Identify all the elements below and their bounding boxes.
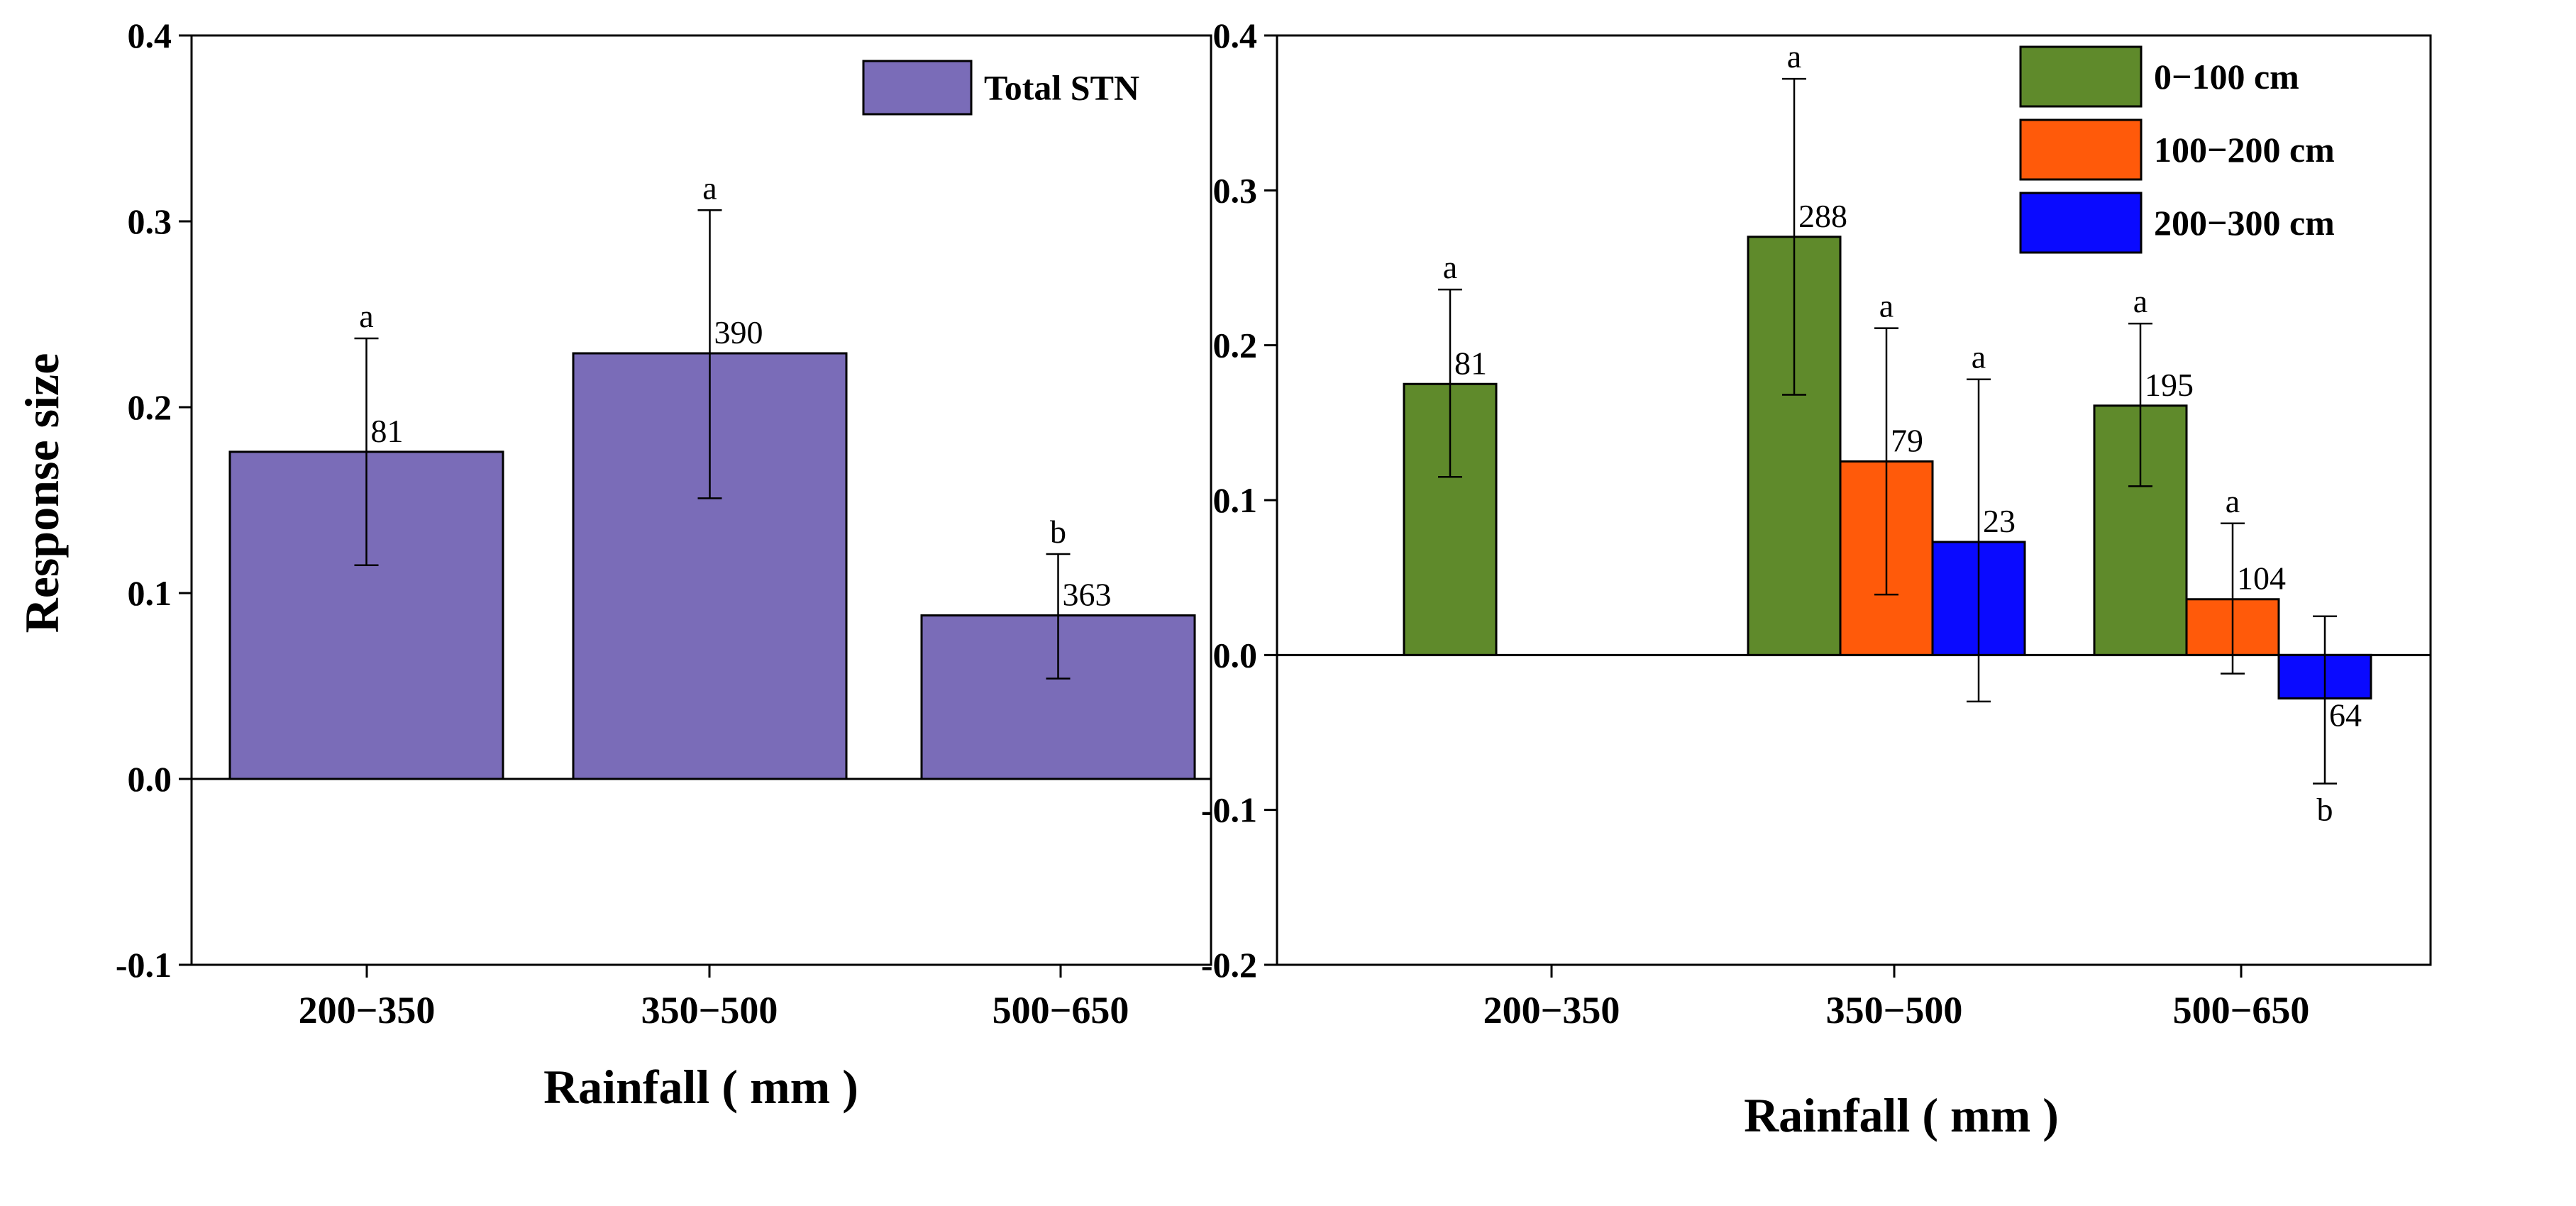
left-legend-label: Total STN: [984, 68, 1139, 108]
left-legend-swatch: [862, 60, 973, 116]
left-bar: [228, 450, 504, 780]
left-y-tick-label: 0.1: [128, 573, 172, 613]
left-plot-frame: [190, 34, 1212, 966]
left-legend: Total STN: [862, 60, 1139, 116]
left-data-label: 363: [1063, 576, 1112, 612]
right-y-tick-label: 0.0: [1213, 635, 1258, 675]
right-data-label: 79: [1891, 422, 1923, 458]
left-data-label: 390: [714, 314, 763, 350]
right-significance-letter: b: [2317, 792, 2333, 828]
right-data-label: 104: [2237, 560, 2286, 597]
right-significance-letter: a: [1972, 339, 1986, 375]
right-y-tick-label: -0.2: [1201, 945, 1257, 985]
right-x-axis-title: Rainfall ( mm ): [1744, 1088, 2059, 1142]
right-x-tick-label: 350−500: [1826, 989, 1963, 1031]
right-legend: 0−100 cm 100−200 cm 200−300 cm: [2019, 45, 2335, 254]
right-data-label: 64: [2329, 697, 2362, 733]
left-y-tick-label: 0.3: [128, 201, 172, 241]
left-data-label: 81: [371, 413, 404, 449]
left-y-axis-title: Response size: [15, 353, 69, 634]
right-y-tick-label: -0.1: [1201, 790, 1257, 830]
left-significance-letter: a: [702, 170, 717, 206]
left-significance-letter: b: [1050, 514, 1066, 550]
right-y-tick-label: 0.1: [1213, 480, 1258, 520]
left-y-tick-label: -0.1: [116, 945, 172, 985]
right-legend-label: 100−200 cm: [2154, 130, 2335, 170]
right-data-label: 288: [1798, 198, 1847, 234]
right-data-label: 81: [1454, 345, 1487, 381]
right-significance-letter: a: [1787, 38, 1801, 74]
right-data-label: 195: [2145, 367, 2194, 403]
right-legend-swatch: [2019, 192, 2143, 254]
right-chart-panel: Rainfall ( mm ) -0.2 -0.1 0.0 0.1 0.2 0.3 0.4 2…: [1201, 16, 2432, 1142]
left-y-tick-label: 0.2: [128, 387, 172, 427]
right-legend-label: 200−300 cm: [2154, 203, 2335, 243]
left-x-axis-title: Rainfall ( mm ): [543, 1060, 858, 1114]
right-x-tick-label: 500−650: [2173, 989, 2310, 1031]
left-x-tick-label: 200−350: [299, 989, 436, 1031]
right-y-tick-label: 0.2: [1213, 326, 1258, 365]
right-x-tick-label: 200−350: [1483, 989, 1620, 1031]
left-significance-letter: a: [359, 298, 373, 334]
right-legend-label: 0−100 cm: [2154, 57, 2299, 96]
right-significance-letter: a: [2226, 483, 2240, 519]
right-data-label: 23: [1983, 503, 2016, 539]
right-significance-letter: a: [1443, 249, 1457, 285]
left-x-tick-label: 350−500: [641, 989, 778, 1031]
right-legend-swatch: [2019, 45, 2143, 108]
right-legend-swatch: [2019, 118, 2143, 181]
left-x-tick-label: 500−650: [993, 989, 1129, 1031]
left-y-tick-label: 0.0: [128, 759, 172, 799]
right-significance-letter: a: [2133, 283, 2147, 319]
right-y-tick-label: 0.3: [1213, 170, 1258, 210]
right-y-tick-label: 0.4: [1213, 16, 1258, 55]
right-significance-letter: a: [1879, 288, 1894, 324]
right-bar: [1747, 236, 1842, 656]
left-y-tick-label: 0.4: [128, 16, 172, 55]
left-chart-panel: Response size Rainfall ( mm ) -0.1 0.0 0.1…: [15, 16, 1212, 1114]
